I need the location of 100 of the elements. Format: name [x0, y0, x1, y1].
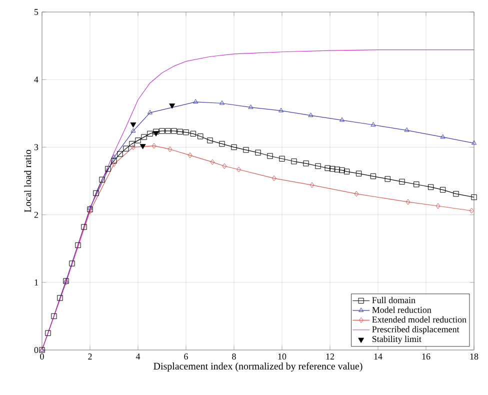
point [193, 99, 198, 104]
point [248, 104, 254, 109]
point [303, 160, 309, 166]
point [45, 330, 51, 336]
point [129, 140, 135, 147]
point [169, 103, 176, 109]
legend-label: Stability limit [372, 336, 422, 344]
point [272, 175, 276, 182]
point [188, 152, 192, 158]
point [243, 147, 249, 153]
point [231, 144, 237, 150]
point [111, 158, 117, 164]
point [406, 199, 410, 205]
point [130, 122, 136, 128]
point [310, 182, 314, 188]
point [210, 159, 215, 165]
legend-label: Model reduction [372, 306, 432, 313]
point [148, 110, 152, 114]
point [330, 166, 336, 172]
point [291, 158, 297, 164]
point [152, 143, 156, 149]
point [436, 203, 440, 209]
x-tick-label: 12 [326, 354, 334, 360]
x-axis-title: Displacement index (normalized by reference value) [154, 362, 362, 372]
x-tick-label: 14 [374, 354, 382, 360]
x-tick-label: 4 [136, 354, 140, 360]
point [278, 108, 284, 112]
legend-label: Prescribed displacement [372, 326, 460, 334]
point [399, 178, 405, 185]
point [279, 156, 285, 162]
point [159, 128, 165, 134]
point [207, 138, 213, 144]
point [112, 161, 116, 167]
x-tick-label: 16 [422, 354, 430, 360]
point [344, 168, 350, 174]
point [472, 140, 476, 145]
point [165, 128, 171, 134]
point [354, 191, 359, 197]
x-tick-label: 6 [184, 354, 188, 360]
point [57, 295, 63, 301]
point [222, 163, 227, 169]
point [356, 170, 362, 176]
point [81, 224, 87, 230]
point [340, 117, 344, 122]
point [440, 134, 446, 139]
point [370, 173, 376, 180]
point [339, 167, 345, 174]
x-tick-label: 8 [232, 354, 236, 360]
x-tick-label: 18 [470, 354, 478, 360]
point [267, 153, 273, 159]
point [414, 182, 420, 188]
point [135, 138, 141, 144]
point [469, 208, 474, 214]
point [147, 130, 153, 137]
legend-label: Extended model reduction [372, 316, 466, 323]
point [440, 186, 446, 193]
point [308, 112, 314, 117]
point [140, 144, 146, 150]
point [88, 205, 92, 210]
point [51, 313, 57, 320]
point [453, 191, 459, 197]
x-tick-label: 0 [40, 354, 44, 360]
point [93, 190, 99, 196]
point [105, 166, 111, 172]
point [168, 146, 172, 152]
point [324, 165, 330, 171]
point [75, 242, 81, 248]
point [153, 131, 159, 136]
point [153, 128, 159, 134]
line-series [42, 50, 474, 350]
point [171, 128, 177, 134]
point [177, 128, 183, 134]
point [370, 122, 376, 126]
point [384, 176, 390, 182]
point [255, 150, 261, 156]
point [117, 151, 123, 157]
y-tick-label: 5 [34, 9, 38, 15]
point [404, 127, 410, 132]
point [130, 128, 136, 133]
point [141, 134, 147, 140]
y-tick-label: 1 [34, 279, 38, 286]
point [315, 163, 321, 169]
point [183, 129, 189, 136]
x-tick-label: 10 [278, 354, 286, 360]
point [69, 260, 75, 266]
point [112, 154, 116, 159]
point [198, 134, 204, 140]
point [334, 166, 340, 172]
point [220, 100, 224, 105]
y-tick-label: 0 [34, 346, 38, 354]
legend-label: Full domain [372, 296, 416, 304]
y-tick-label: 2 [34, 212, 38, 218]
y-tick-label: 3 [34, 144, 38, 150]
point [471, 194, 477, 200]
point [219, 140, 225, 147]
point [190, 130, 196, 137]
point [123, 146, 129, 152]
point [99, 176, 105, 182]
point [236, 166, 241, 172]
x-tick-label: 2 [88, 354, 92, 360]
